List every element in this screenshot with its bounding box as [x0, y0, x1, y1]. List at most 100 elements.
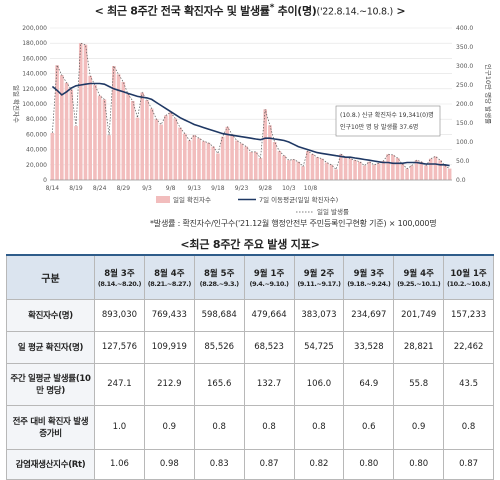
- bar-daily-confirmed: [410, 165, 414, 180]
- bar-daily-confirmed: [192, 135, 197, 180]
- col-week-7-label: 9월 4주: [403, 268, 434, 279]
- table-cell: 769,433: [143, 298, 195, 332]
- y-right-tick-label: 300.0: [456, 63, 473, 70]
- table-cell: 0.98: [143, 448, 195, 480]
- col-week-7: 9월 4주 (9.25.~10.1.): [393, 254, 445, 300]
- bar-daily-confirmed: [55, 65, 59, 180]
- x-tick-label: 8/19: [69, 185, 83, 192]
- bar-daily-confirmed: [433, 156, 438, 180]
- table-cell: 234,697: [343, 298, 395, 332]
- annotation-line-2: 인구10만 명 당 발생률 37.6명: [340, 123, 418, 131]
- table-cell: 0.80: [343, 448, 395, 480]
- table-row: 전주 대비 확진자 발생 증가비 1.0 0.9 0.8 0.8 0.8 0.6 0.9 0.8: [6, 404, 494, 450]
- table-cell: 479,664: [243, 298, 295, 332]
- bar-daily-confirmed: [310, 154, 315, 180]
- bar-daily-confirmed: [149, 108, 154, 180]
- bar-daily-confirmed: [121, 81, 126, 180]
- col-week-1-label: 8월 3주: [104, 268, 135, 279]
- bar-daily-confirmed: [395, 157, 400, 180]
- y-left-tick-label: 0: [43, 177, 47, 184]
- col-week-6-label: 9월 3주: [353, 268, 385, 279]
- col-week-2-label: 8월 4주: [154, 268, 185, 279]
- table-cell: 106.0: [293, 362, 345, 406]
- y-right-tick-label: 150.0: [456, 120, 473, 127]
- table-cell: 383,073: [293, 298, 345, 332]
- bar-daily-confirmed: [88, 75, 92, 180]
- y-left-tick-label: 120,000: [22, 86, 47, 93]
- bar-daily-confirmed: [216, 153, 220, 180]
- bar-daily-confirmed: [272, 142, 277, 180]
- table-cell: 0.9: [393, 404, 445, 450]
- col-week-8-range: (10.2.~10.8.): [446, 279, 491, 288]
- col-week-3-range: (8.28.~9.3.): [199, 279, 239, 288]
- bar-daily-confirmed: [405, 168, 409, 180]
- rate-footnote: *발생률 : 확진자수/인구수('21.12월 행정안전부 주민등록인구현황 기…: [150, 219, 437, 228]
- x-tick-label: 9/8: [166, 185, 176, 192]
- col-week-8-label: 10월 1주: [450, 268, 487, 279]
- table-cell: 0.87: [243, 448, 295, 480]
- bar-daily-confirmed: [112, 66, 116, 180]
- y-left-axis-title: 일일 확진자수: [12, 85, 21, 123]
- col-week-6: 9월 3주 (9.18.~9.24.): [343, 254, 395, 300]
- bar-daily-confirmed: [211, 146, 215, 180]
- bar-daily-confirmed: [60, 75, 64, 180]
- table-cell: 247.1: [94, 362, 145, 406]
- bar-daily-confirmed: [50, 132, 55, 180]
- table-row: 주간 일평균 발생률(10만 명당) 247.1 212.9 165.6 132.7 10…: [6, 362, 494, 406]
- bar-daily-confirmed: [367, 161, 372, 180]
- line-daily-rate: [52, 42, 450, 171]
- table-cell: 127,576: [94, 330, 145, 364]
- bar-daily-confirmed: [381, 161, 386, 180]
- table-cell: 64.9: [343, 362, 395, 406]
- table-cell: 1.0: [94, 404, 145, 450]
- table-cell: 85,526: [193, 330, 245, 364]
- table-cell: 0.8: [293, 404, 345, 450]
- bar-daily-confirmed: [428, 158, 433, 180]
- col-week-3-label: 8월 5주: [203, 268, 235, 279]
- table-cell: 43.5: [443, 362, 494, 406]
- table-cell: 68,523: [243, 330, 295, 364]
- bar-daily-confirmed: [74, 126, 78, 180]
- bar-daily-confirmed: [64, 82, 69, 180]
- table-cell: 0.6: [343, 404, 395, 450]
- bar-daily-confirmed: [178, 127, 182, 180]
- bar-daily-confirmed: [97, 95, 102, 180]
- bar-daily-confirmed: [438, 160, 442, 180]
- legend-label-daily: 일일 확진자수: [173, 195, 211, 204]
- bar-daily-confirmed: [320, 158, 324, 180]
- bar-daily-confirmed: [187, 140, 192, 180]
- col-week-8: 10월 1주 (10.2.~10.8.): [443, 254, 494, 300]
- bar-daily-confirmed: [253, 151, 258, 180]
- bar-daily-confirmed: [197, 138, 201, 180]
- table-cell: 22,462: [443, 330, 494, 364]
- bar-daily-confirmed: [83, 44, 88, 180]
- bar-daily-confirmed: [173, 118, 178, 180]
- col-week-6-range: (9.18.~9.24.): [347, 279, 391, 288]
- row-label: 감염재생산지수(Rt): [6, 448, 95, 480]
- trend-chart: 0 20,000 40,000 60,000 80,000 100,000 120,000 1…: [6, 16, 494, 222]
- y-left-tick-label: 20,000: [26, 162, 47, 169]
- bar-daily-confirmed: [93, 85, 97, 180]
- bar-daily-confirmed: [268, 125, 272, 180]
- bar-daily-confirmed: [334, 169, 338, 180]
- y-right-tick-label: 50.0: [456, 158, 470, 165]
- bar-daily-confirmed: [414, 160, 419, 180]
- bar-daily-confirmed: [239, 143, 244, 180]
- y-left-tick-label: 80,000: [26, 116, 47, 123]
- bar-daily-confirmed: [362, 165, 367, 180]
- bar-daily-confirmed: [107, 135, 111, 180]
- table-cell: 132.7: [243, 362, 295, 406]
- table-cell: 0.87: [443, 448, 494, 480]
- x-tick-label: 9/18: [211, 185, 225, 192]
- col-week-5: 9월 2주 (9.11.~9.17.): [293, 254, 345, 300]
- line-moving-average: [51, 82, 450, 167]
- legend-label-moving-avg: 7일 이동평균(일일 확진자수): [259, 195, 338, 204]
- y-left-tick-label: 160,000: [22, 55, 47, 62]
- bar-daily-confirmed: [424, 165, 428, 180]
- bar-daily-confirmed: [244, 146, 249, 180]
- bar-daily-confirmed: [353, 160, 357, 180]
- row-label: 전주 대비 확진자 발생 증가비: [6, 404, 95, 450]
- bar-daily-confirmed: [130, 100, 135, 180]
- y-right-axis-title: 인구10만 명당 발생률: [484, 64, 493, 124]
- bar-daily-confirmed: [343, 157, 348, 180]
